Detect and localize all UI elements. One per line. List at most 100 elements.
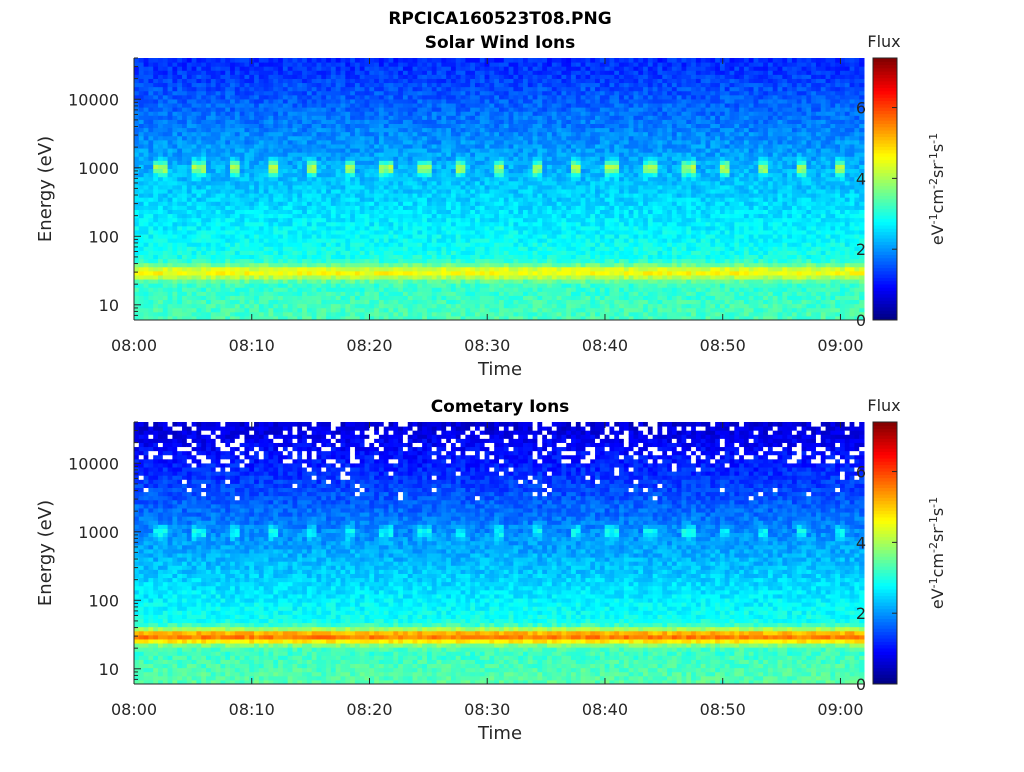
- heatmap-cell: [378, 74, 385, 79]
- heatmap-cell: [422, 115, 428, 120]
- heatmap-cell: [201, 58, 207, 63]
- heatmap-cell: [134, 315, 140, 321]
- heatmap-cell: [369, 78, 375, 84]
- heatmap-cell: [206, 111, 212, 116]
- heatmap-cell: [225, 262, 231, 268]
- heatmap-cell: [263, 78, 269, 84]
- heatmap-cell: [465, 135, 471, 141]
- heatmap-cell: [369, 82, 375, 88]
- heatmap-cell: [364, 123, 370, 129]
- heatmap-cell: [162, 143, 169, 149]
- heatmap-cell: [258, 180, 265, 186]
- heatmap-cell: [191, 98, 197, 104]
- heatmap-cell: [254, 205, 260, 210]
- heatmap-cell: [177, 123, 183, 129]
- heatmap-cell: [215, 82, 221, 88]
- heatmap-cell: [326, 246, 332, 251]
- heatmap-cell: [162, 152, 169, 157]
- heatmap-cell: [489, 131, 495, 137]
- heatmap-cell: [239, 238, 245, 243]
- heatmap-cell: [374, 229, 380, 235]
- heatmap-cell: [244, 193, 250, 198]
- heatmap-cell: [345, 176, 351, 182]
- heatmap-cell: [489, 213, 495, 219]
- heatmap-cell: [249, 217, 255, 223]
- heatmap-cell: [282, 94, 289, 100]
- heatmap-cell: [297, 270, 303, 276]
- heatmap-cell: [479, 266, 486, 272]
- heatmap-cell: [450, 143, 457, 149]
- heatmap-cell: [446, 148, 452, 153]
- heatmap-cell: [383, 234, 390, 239]
- heatmap-cell: [460, 82, 466, 88]
- heatmap-cell: [455, 131, 462, 137]
- heatmap-cell: [388, 205, 394, 210]
- heatmap-cell: [321, 295, 327, 301]
- heatmap-cell: [321, 164, 327, 170]
- heatmap-cell: [306, 66, 313, 71]
- heatmap-cell: [398, 160, 404, 165]
- heatmap-cell: [148, 184, 154, 190]
- heatmap-cell: [494, 90, 500, 96]
- heatmap-cell: [374, 123, 380, 129]
- heatmap-cell: [297, 90, 303, 96]
- heatmap-cell: [316, 209, 322, 215]
- heatmap-cell: [494, 209, 500, 215]
- heatmap-cell: [306, 127, 313, 133]
- heatmap-cell: [388, 266, 394, 272]
- heatmap-cell: [311, 156, 317, 161]
- heatmap-cell: [422, 217, 428, 223]
- heatmap-cell: [499, 180, 505, 186]
- heatmap-cell: [167, 148, 173, 153]
- heatmap-cell: [196, 94, 202, 100]
- heatmap-cell: [354, 98, 361, 104]
- heatmap-cell: [417, 266, 423, 272]
- heatmap-cell: [182, 311, 188, 317]
- heatmap-cell: [499, 209, 505, 215]
- heatmap-cell: [479, 139, 486, 145]
- heatmap-cell: [364, 119, 370, 124]
- heatmap-cell: [450, 295, 457, 301]
- heatmap-cell: [292, 225, 298, 231]
- heatmap-cell: [220, 238, 226, 243]
- heatmap-cell: [412, 82, 418, 88]
- heatmap-cell: [138, 197, 145, 202]
- heatmap-cell: [244, 250, 250, 255]
- heatmap-cell: [494, 262, 500, 268]
- heatmap-cell: [182, 94, 188, 100]
- heatmap-cell: [417, 270, 423, 276]
- heatmap-cell: [196, 90, 202, 96]
- heatmap-cell: [302, 303, 308, 309]
- heatmap-cell: [460, 270, 466, 276]
- heatmap-cell: [330, 295, 337, 301]
- heatmap-cell: [138, 123, 145, 129]
- heatmap-cell: [234, 217, 241, 223]
- heatmap-cell: [196, 225, 202, 231]
- heatmap-cell: [422, 291, 428, 296]
- heatmap-cell: [460, 295, 466, 301]
- heatmap-cell: [470, 98, 476, 104]
- heatmap-cell: [326, 254, 332, 260]
- heatmap-cell: [191, 148, 197, 153]
- heatmap-cell: [230, 238, 236, 243]
- heatmap-cell: [436, 82, 442, 88]
- heatmap-cell: [455, 189, 462, 194]
- heatmap-cell: [446, 78, 452, 84]
- heatmap-cell: [215, 254, 221, 260]
- heatmap-cell: [196, 242, 202, 247]
- heatmap-cell: [402, 70, 409, 75]
- heatmap-cell: [350, 70, 356, 75]
- heatmap-cell: [162, 148, 169, 153]
- heatmap-cell: [316, 127, 322, 133]
- heatmap-cell: [177, 135, 183, 141]
- heatmap-cell: [186, 135, 193, 141]
- heatmap-cell: [172, 291, 178, 296]
- heatmap-cell: [162, 242, 169, 247]
- heatmap-cell: [407, 295, 414, 301]
- heatmap-cell: [426, 131, 433, 137]
- heatmap-cell: [398, 295, 404, 301]
- heatmap-cell: [153, 168, 159, 174]
- heatmap-cell: [172, 168, 178, 174]
- heatmap-cell: [138, 258, 145, 264]
- heatmap-cell: [225, 172, 231, 178]
